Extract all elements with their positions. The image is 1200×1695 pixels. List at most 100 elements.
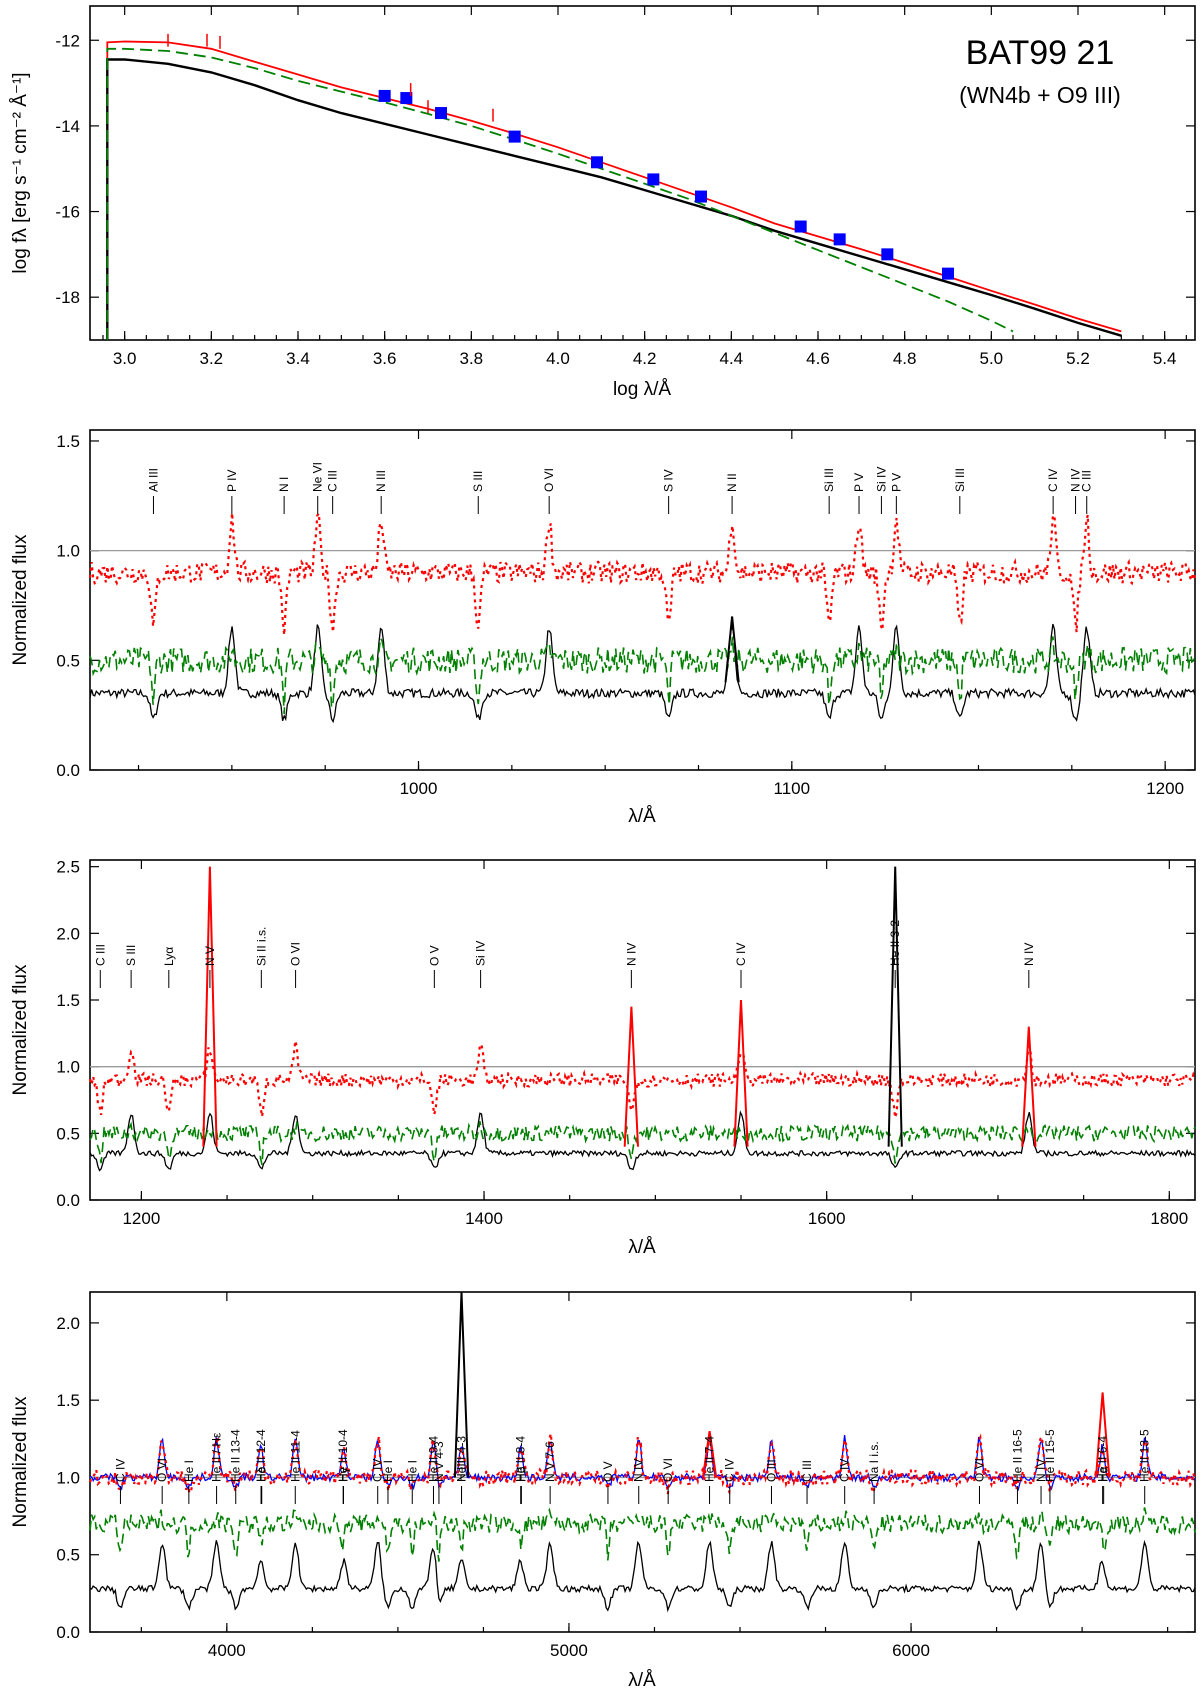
- optical-lineid-label: He II 13-4: [229, 1429, 243, 1482]
- optical-lineid-label: He II 11-4: [288, 1430, 302, 1482]
- optical-lineid-label: He II 8-4: [514, 1436, 528, 1482]
- uv-lineid-label: He II 3-2: [888, 920, 902, 966]
- sed-ytick-label: -12: [55, 31, 80, 50]
- uv-lineid-label: S III: [124, 945, 138, 966]
- uv-lineid-label: O V: [427, 945, 441, 966]
- panel-fuv-frame: [89, 429, 1196, 771]
- sed-ytick-label: -14: [55, 117, 80, 136]
- optical-lineid-label: Hα: [1097, 1466, 1111, 1482]
- fuv-lineid-label: Ne VI: [311, 462, 325, 492]
- optical-xtick-label: 6000: [892, 1641, 930, 1660]
- optical-ytick-label: 1.5: [56, 1391, 80, 1410]
- fuv-ylabel: Normalized flux: [10, 534, 31, 665]
- uv-peak: [733, 999, 749, 1147]
- fuv-lineid-label: S IV: [662, 469, 676, 492]
- sed-title: BAT99 21: [966, 34, 1115, 72]
- optical-observed-red: [88, 1433, 1197, 1497]
- optical-lineid-label: O VI: [661, 1458, 675, 1482]
- optical-lineid-label: N V 7-6: [543, 1441, 557, 1482]
- optical-lineid-label: He II 6-4: [1096, 1436, 1110, 1482]
- uv-lineid-label: N IV: [1022, 943, 1036, 966]
- fuv-xtick-label: 1000: [400, 779, 438, 798]
- fuv-lineid-label: Al III: [147, 468, 161, 492]
- optical-lineid-label: He II 7-4: [703, 1436, 717, 1482]
- uv-xtick-label: 1200: [122, 1209, 160, 1228]
- uv-lineid-label: Si II i.s.: [254, 927, 268, 966]
- uv-lineid-label: Si IV: [474, 941, 488, 966]
- sed-xtick-label: 3.4: [286, 349, 310, 368]
- fuv-ytick-label: 0.0: [56, 761, 80, 780]
- optical-lineid-label: C IV: [113, 1459, 127, 1482]
- sed-xtick-label: 5.4: [1153, 349, 1177, 368]
- optical-lineid-label: C III: [800, 1460, 814, 1482]
- fuv-wr-model: [89, 623, 1196, 724]
- optical-lineid-label: N III: [455, 1460, 469, 1482]
- sed-xtick-label: 3.6: [373, 349, 397, 368]
- optical-wr-model: [89, 1539, 1196, 1613]
- photometry-point: [833, 233, 846, 246]
- series-line-WR-component: [106, 58, 1122, 340]
- sed-xtick-label: 4.4: [720, 349, 744, 368]
- uv-ytick-label: 0.0: [56, 1191, 80, 1210]
- fuv-ytick-label: 0.5: [56, 651, 80, 670]
- optical-ostar-model: [89, 1507, 1196, 1562]
- uv-peak: [887, 866, 903, 1147]
- fuv-lineid-label: Si III: [822, 468, 836, 492]
- fuv-lineid-label: O VI: [542, 468, 556, 492]
- fuv-lineid-label: N IV: [1069, 469, 1083, 492]
- optical-lineid-label: He II 13-5: [1138, 1429, 1152, 1482]
- optical-lineid-label: He II 16-5: [1010, 1429, 1024, 1482]
- fuv-ytick-label: 1.5: [56, 432, 80, 451]
- optical-lineid-label: He II 10-4: [336, 1429, 350, 1482]
- sed-ylabel: log fλ [erg s⁻¹ cm⁻² Å⁻¹]: [10, 72, 31, 273]
- sed-xtick-label: 4.6: [806, 349, 830, 368]
- optical-lineid-label: C IV: [723, 1459, 737, 1482]
- optical-peak: [1095, 1392, 1111, 1478]
- fuv-ytick-label: 1.0: [56, 542, 80, 561]
- uv-ytick-label: 2.0: [56, 924, 80, 943]
- optical-xtick-label: 5000: [550, 1641, 588, 1660]
- photometry-point: [435, 107, 447, 120]
- optical-ytick-label: 0.5: [56, 1546, 80, 1565]
- optical-ytick-label: 0.0: [56, 1623, 80, 1642]
- panel-uv-frame: [89, 859, 1196, 1201]
- uv-peak: [623, 1006, 639, 1147]
- uv-xtick-label: 1800: [1150, 1209, 1188, 1228]
- fuv-lineid-label: Si IV: [874, 467, 888, 492]
- photometry-point: [794, 220, 807, 233]
- chart-marks: 3.0 3.2 3.4 3.6 3.8 4.0 4.2 4.4 4.6 4.8 5.0 5.2 5.4 -…: [55, 6, 1197, 1660]
- fuv-lineid-label: P V: [889, 473, 903, 492]
- fuv-xtick-label: 1200: [1146, 779, 1184, 798]
- optical-lineid-label: C IV: [371, 1459, 385, 1482]
- optical-lineid-label: Hδ: [255, 1466, 269, 1482]
- fuv-xtick-label: 1100: [774, 779, 811, 798]
- sed-xtick-label: 3.2: [200, 349, 224, 368]
- sed-xtick-label: 5.2: [1066, 349, 1090, 368]
- sed-xtick-label: 4.2: [633, 349, 657, 368]
- optical-lineid-label: He I: [182, 1460, 196, 1482]
- optical-lineid-label: He I: [405, 1460, 419, 1482]
- uv-lineid-label: N V: [203, 946, 217, 966]
- fuv-lineid-label: Si III: [953, 468, 967, 492]
- optical-lineid-label: O V: [601, 1461, 615, 1482]
- panel-sed-frame: [89, 5, 1196, 341]
- sed-subtitle: (WN4b + O9 III): [959, 82, 1121, 108]
- fuv-lineid-label: N I: [277, 477, 291, 492]
- optical-xlabel: λ/Å: [628, 1670, 656, 1691]
- photometry-point: [695, 190, 707, 203]
- fuv-lineid-label: N II: [725, 473, 739, 492]
- optical-lineid-label: Na I i.s.: [867, 1441, 881, 1482]
- series-line-total-model: [106, 40, 1122, 340]
- optical-lineid-label: C IV: [838, 1459, 852, 1482]
- uv-wr-model: [89, 1110, 1196, 1172]
- photometry-point: [508, 130, 521, 143]
- series-line-O-star-component: [106, 47, 1014, 340]
- fuv-ostar-model: [89, 635, 1196, 715]
- optical-lineid-label: He I: [381, 1460, 395, 1482]
- fuv-xlabel: λ/Å: [628, 806, 656, 827]
- fuv-lineid-label: C IV: [1046, 469, 1060, 492]
- optical-lineid-label: N IV: [632, 1459, 646, 1482]
- uv-xtick-label: 1600: [808, 1209, 846, 1228]
